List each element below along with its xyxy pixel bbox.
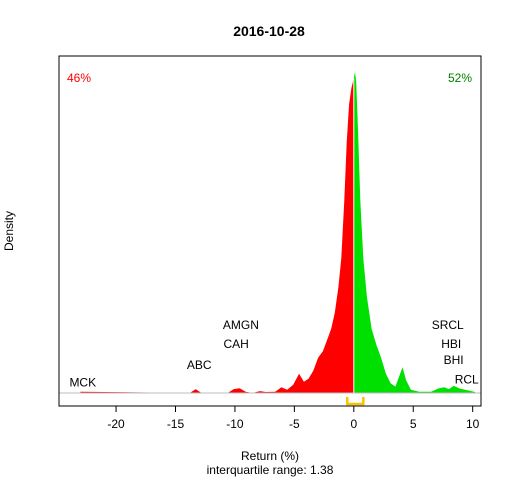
stock-label-bhi: BHI bbox=[444, 353, 464, 367]
x-tick-label: -20 bbox=[107, 417, 125, 431]
stock-label-hbi: HBI bbox=[441, 337, 461, 351]
stock-label-rcl: RCL bbox=[455, 372, 479, 386]
stock-annotations: MCK ABC CAH AMGN SRCL HBI BHI RCL bbox=[69, 318, 479, 390]
x-tick-label: -15 bbox=[167, 417, 185, 431]
y-axis-label: Density bbox=[2, 211, 16, 251]
x-tick-label: 0 bbox=[350, 417, 357, 431]
positive-share-label: 52% bbox=[448, 71, 472, 85]
negative-density-area bbox=[80, 78, 354, 394]
x-axis-label: Return (%) bbox=[241, 449, 299, 463]
plot-marks bbox=[59, 78, 481, 406]
density-fills bbox=[80, 72, 476, 394]
x-tick-label: 10 bbox=[466, 417, 480, 431]
stock-label-srcl: SRCL bbox=[432, 318, 464, 332]
x-tick-label: -5 bbox=[289, 417, 300, 431]
chart-title: 2016-10-28 bbox=[233, 23, 305, 39]
stock-label-abc: ABC bbox=[187, 358, 212, 372]
positive-density-area bbox=[353, 72, 476, 393]
x-tick-label: -10 bbox=[226, 417, 244, 431]
stock-label-amgn: AMGN bbox=[223, 318, 259, 332]
negative-share-label: 46% bbox=[67, 71, 91, 85]
stock-label-mck: MCK bbox=[69, 376, 96, 390]
iqr-bracket bbox=[346, 397, 365, 406]
stock-label-cah: CAH bbox=[223, 337, 248, 351]
iqr-caption: interquartile range: 1.38 bbox=[207, 463, 334, 477]
x-axis: -20 -15 -10 -5 0 5 10 bbox=[107, 406, 480, 431]
plot-frame bbox=[58, 55, 482, 407]
x-tick-label: 5 bbox=[410, 417, 417, 431]
